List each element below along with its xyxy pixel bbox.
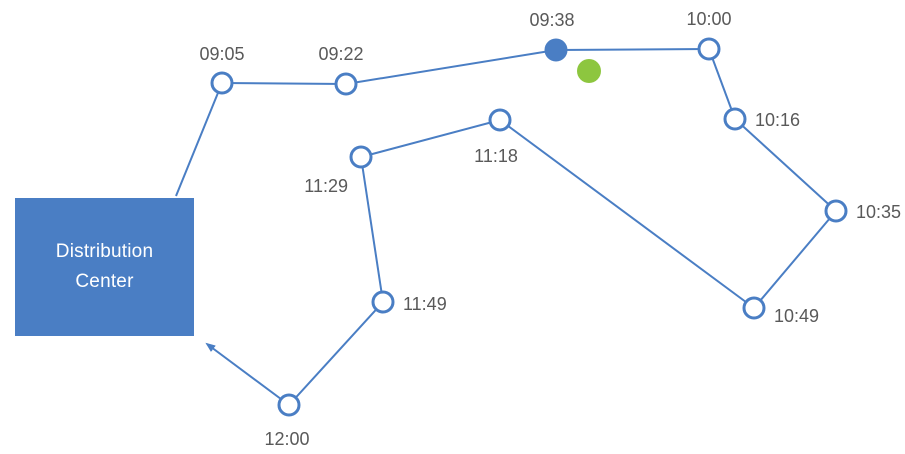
stop-node[interactable] <box>371 290 395 314</box>
stop-node[interactable] <box>742 296 766 320</box>
stop-node[interactable] <box>488 108 512 132</box>
stop-time-label: 11:18 <box>474 146 518 166</box>
stop-time-label: 10:16 <box>755 110 800 130</box>
stop-time-label: 11:29 <box>304 176 348 196</box>
route-segment-return <box>205 342 290 406</box>
route-segment-depot-start <box>175 82 223 197</box>
stop-time-label: 10:35 <box>856 202 901 222</box>
route-segment <box>555 48 710 51</box>
stop-time-label: 10:00 <box>686 9 731 29</box>
stop-node[interactable] <box>210 71 234 95</box>
depot-label-line1: Distribution <box>55 241 154 262</box>
stop-time-label: 09:38 <box>529 10 574 30</box>
current-stop-node[interactable] <box>544 38 568 62</box>
route-segment <box>360 119 501 158</box>
route-segment <box>345 49 557 85</box>
stop-node[interactable] <box>349 145 373 169</box>
stop-node[interactable] <box>723 107 747 131</box>
stop-node[interactable] <box>334 72 358 96</box>
stop-node[interactable] <box>277 393 301 417</box>
route-stops <box>210 37 848 417</box>
route-path <box>175 48 837 406</box>
route-segment <box>708 48 736 120</box>
route-segment <box>753 210 837 309</box>
stop-node[interactable] <box>824 199 848 223</box>
route-segment <box>288 301 384 406</box>
depot-label-line2: Center <box>75 271 134 292</box>
vehicle-marker[interactable] <box>577 59 601 83</box>
stop-time-label: 10:49 <box>774 306 819 326</box>
stop-time-label: 09:22 <box>318 44 363 64</box>
distribution-center[interactable]: Distribution Center <box>15 198 194 336</box>
stop-time-label: 12:00 <box>264 429 309 449</box>
stop-node[interactable] <box>697 37 721 61</box>
stop-time-label: 09:05 <box>199 44 244 64</box>
route-segment <box>734 118 837 212</box>
route-segment <box>221 82 347 85</box>
stop-time-label: 11:49 <box>403 294 447 314</box>
route-segment <box>360 156 384 303</box>
route-segment <box>499 119 755 309</box>
route-time-labels: 09:05 09:22 09:38 10:00 10:16 10:35 10:49 11:18… <box>199 9 901 449</box>
